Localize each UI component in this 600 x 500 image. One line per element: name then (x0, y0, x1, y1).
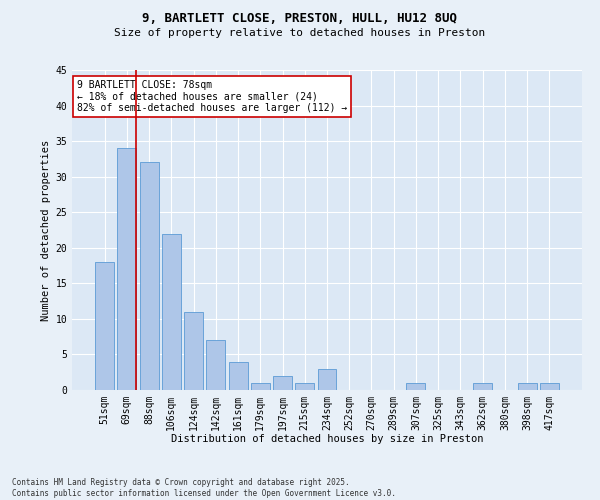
Bar (295, 383, 314, 390)
Text: 9, BARTLETT CLOSE, PRESTON, HULL, HU12 8UQ: 9, BARTLETT CLOSE, PRESTON, HULL, HU12 8… (143, 12, 458, 26)
Bar (540, 383, 559, 390)
Text: 9 BARTLETT CLOSE: 78sqm
← 18% of detached houses are smaller (24)
82% of semi-de: 9 BARTLETT CLOSE: 78sqm ← 18% of detache… (77, 80, 347, 113)
Bar (251, 383, 270, 390)
X-axis label: Distribution of detached houses by size in Preston: Distribution of detached houses by size … (171, 434, 483, 444)
Bar (229, 362, 248, 390)
Bar (518, 383, 536, 390)
Y-axis label: Number of detached properties: Number of detached properties (41, 140, 51, 320)
Bar (184, 312, 203, 390)
Text: Contains HM Land Registry data © Crown copyright and database right 2025.
Contai: Contains HM Land Registry data © Crown c… (12, 478, 396, 498)
Bar (473, 383, 492, 390)
Bar (95, 262, 114, 390)
Bar (273, 376, 292, 390)
Bar (162, 234, 181, 390)
Bar (406, 383, 425, 390)
Bar (140, 162, 158, 390)
Text: Size of property relative to detached houses in Preston: Size of property relative to detached ho… (115, 28, 485, 38)
Bar (118, 148, 136, 390)
Bar (206, 340, 225, 390)
Bar (317, 368, 337, 390)
